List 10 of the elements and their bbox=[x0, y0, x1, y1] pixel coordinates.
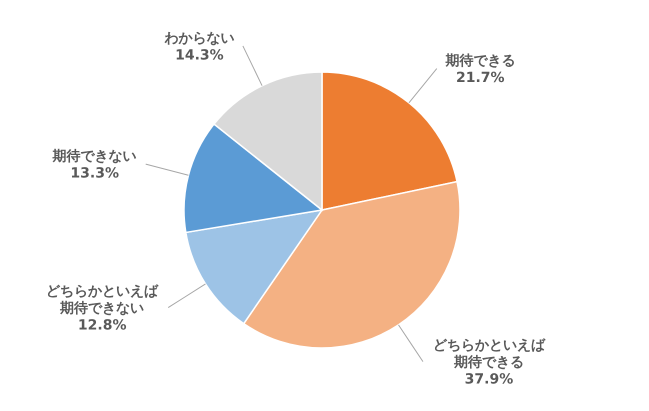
slice-label: 期待できる bbox=[444, 53, 516, 70]
data-label: 21.7% bbox=[456, 70, 505, 86]
slice-label: どちらかといえば期待できない bbox=[46, 284, 160, 317]
data-label: 14.3% bbox=[175, 47, 224, 64]
data-label: 12.8% bbox=[78, 318, 126, 334]
data-label: 37.9% bbox=[464, 372, 514, 388]
slice-label: どちらかといえば期待できる bbox=[432, 338, 546, 371]
data-label: 13.3% bbox=[70, 166, 119, 182]
slice-label: わからない bbox=[163, 30, 234, 46]
slice-label: 期待できない bbox=[52, 148, 137, 165]
